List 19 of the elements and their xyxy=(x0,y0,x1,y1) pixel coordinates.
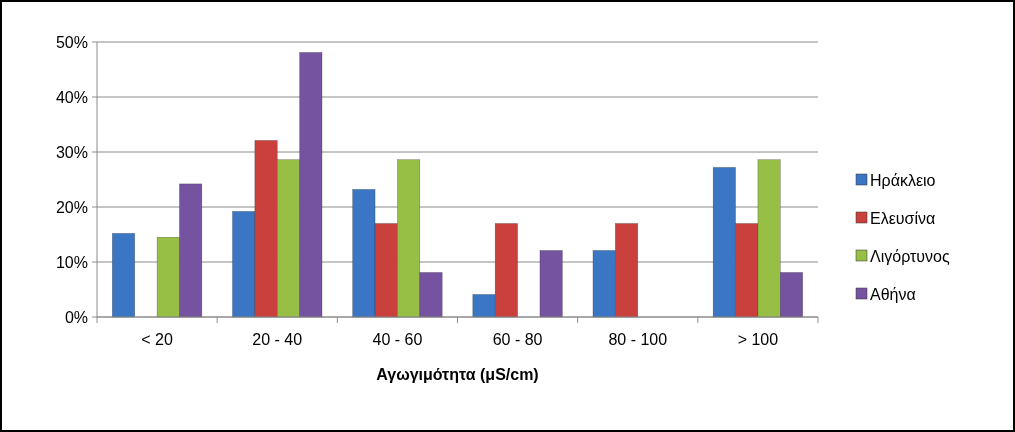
legend-label: Ελευσίνα xyxy=(870,209,936,227)
x-tick-label: > 100 xyxy=(737,331,779,348)
bar xyxy=(539,250,563,318)
x-tick-label: 60 - 80 xyxy=(492,331,543,348)
y-tick-label: 20% xyxy=(55,198,88,216)
x-tick-label: 80 - 100 xyxy=(608,331,668,348)
x-axis-title: Αγωγιμότητα (μS/cm) xyxy=(376,366,539,383)
y-tick-label: 0% xyxy=(64,308,88,326)
legend-label: Ηράκλειο xyxy=(870,171,936,189)
legend-label: Λιγόρτυνος xyxy=(870,247,950,265)
legend-label: Αθήνα xyxy=(870,285,916,303)
x-tick-label: < 20 xyxy=(141,331,173,348)
bar xyxy=(112,233,135,318)
y-tick-label: 40% xyxy=(55,88,88,106)
x-tick-label: 40 - 60 xyxy=(372,331,423,348)
y-tick-label: 30% xyxy=(55,143,88,161)
y-tick-label: 10% xyxy=(55,253,88,271)
x-tick-label: 20 - 40 xyxy=(252,331,303,348)
y-tick-label: 50% xyxy=(55,33,88,51)
